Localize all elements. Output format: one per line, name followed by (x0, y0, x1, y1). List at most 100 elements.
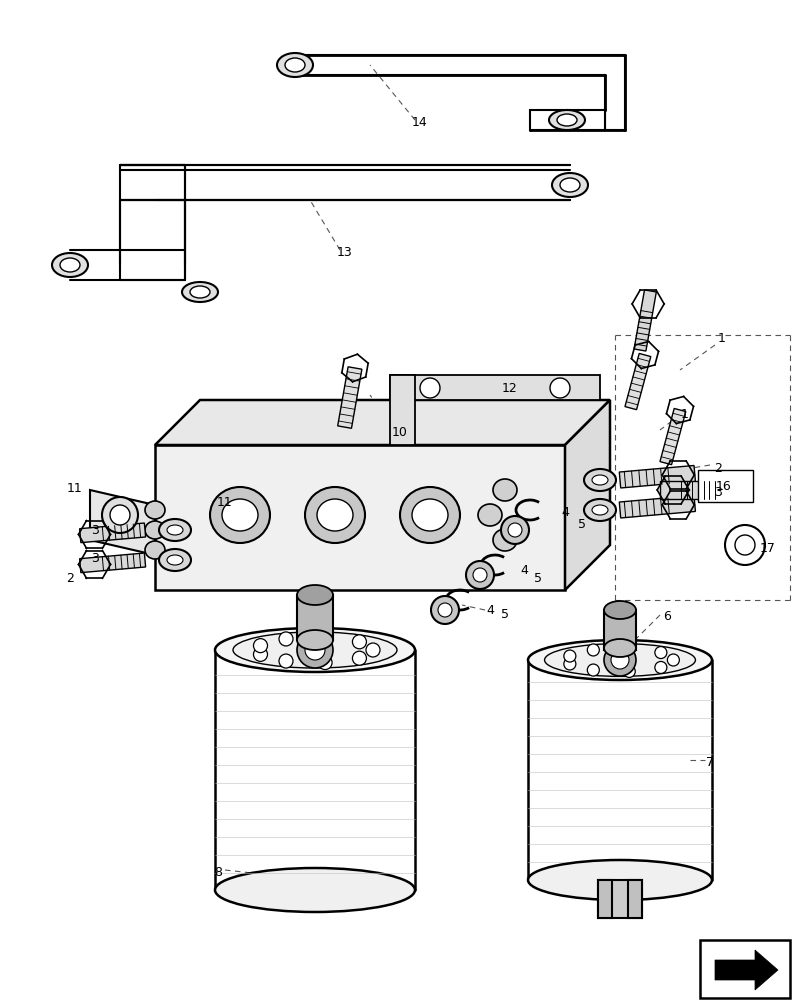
Text: 16: 16 (716, 480, 732, 492)
Ellipse shape (604, 639, 636, 657)
Ellipse shape (297, 630, 333, 650)
Circle shape (611, 651, 629, 669)
Ellipse shape (167, 525, 183, 535)
Circle shape (587, 644, 600, 656)
Text: 11: 11 (217, 495, 233, 508)
Text: 1: 1 (681, 408, 689, 422)
Polygon shape (390, 375, 415, 445)
Ellipse shape (528, 860, 712, 900)
Circle shape (318, 630, 332, 644)
Text: 12: 12 (502, 381, 518, 394)
Text: 9: 9 (320, 626, 328, 640)
Ellipse shape (560, 178, 580, 192)
Polygon shape (619, 495, 696, 518)
Circle shape (352, 651, 367, 665)
Polygon shape (565, 400, 610, 590)
Text: 3: 3 (714, 486, 722, 498)
Polygon shape (80, 553, 145, 573)
Circle shape (420, 378, 440, 398)
Text: 2: 2 (714, 462, 722, 475)
Ellipse shape (285, 58, 305, 72)
Ellipse shape (190, 286, 210, 298)
Ellipse shape (215, 868, 415, 912)
Ellipse shape (210, 487, 270, 543)
Circle shape (623, 665, 635, 677)
Bar (598, 880, 642, 918)
Polygon shape (660, 481, 720, 499)
Circle shape (279, 654, 293, 668)
Circle shape (466, 561, 494, 589)
Ellipse shape (584, 499, 616, 521)
Polygon shape (628, 880, 642, 918)
Polygon shape (295, 55, 625, 130)
Ellipse shape (528, 640, 712, 680)
Circle shape (305, 640, 325, 660)
Polygon shape (530, 110, 605, 130)
Polygon shape (634, 290, 656, 351)
Text: 6: 6 (663, 610, 671, 624)
Circle shape (352, 635, 367, 649)
Circle shape (667, 654, 680, 666)
Text: 5: 5 (534, 572, 542, 584)
Circle shape (501, 516, 529, 544)
Circle shape (279, 632, 293, 646)
Text: 10: 10 (392, 426, 408, 438)
Circle shape (550, 378, 570, 398)
Text: 4: 4 (561, 506, 569, 518)
Ellipse shape (400, 487, 460, 543)
Polygon shape (120, 165, 570, 200)
Circle shape (654, 647, 667, 659)
Circle shape (587, 664, 600, 676)
Ellipse shape (215, 628, 415, 672)
Polygon shape (155, 445, 565, 590)
Circle shape (102, 497, 138, 533)
Circle shape (366, 643, 380, 657)
Circle shape (564, 658, 576, 670)
Ellipse shape (549, 110, 585, 130)
Text: 4: 4 (486, 603, 494, 616)
Ellipse shape (145, 501, 165, 519)
Ellipse shape (167, 555, 183, 565)
Ellipse shape (592, 475, 608, 485)
Ellipse shape (305, 487, 365, 543)
Ellipse shape (592, 505, 608, 515)
Ellipse shape (317, 499, 353, 531)
Ellipse shape (277, 53, 313, 77)
Ellipse shape (222, 499, 258, 531)
Polygon shape (625, 353, 650, 410)
Circle shape (604, 644, 636, 676)
Circle shape (431, 596, 459, 624)
Text: 5: 5 (578, 518, 586, 532)
Circle shape (254, 639, 267, 653)
Text: 11: 11 (67, 482, 83, 494)
Text: 17: 17 (760, 542, 776, 554)
Ellipse shape (60, 258, 80, 272)
Circle shape (110, 505, 130, 525)
Polygon shape (715, 950, 778, 990)
Circle shape (318, 656, 332, 670)
Circle shape (564, 650, 576, 662)
Text: 4: 4 (520, 564, 528, 576)
Circle shape (297, 632, 333, 668)
Bar (698, 470, 753, 502)
Ellipse shape (159, 519, 191, 541)
Circle shape (725, 525, 765, 565)
Circle shape (254, 647, 267, 661)
Ellipse shape (233, 632, 397, 668)
Polygon shape (90, 490, 155, 555)
Ellipse shape (145, 521, 165, 539)
Polygon shape (120, 165, 185, 280)
Circle shape (438, 603, 452, 617)
Circle shape (623, 643, 635, 655)
Text: 5: 5 (501, 608, 509, 621)
Bar (700, 940, 790, 998)
Text: 8: 8 (214, 865, 222, 879)
Circle shape (654, 661, 667, 673)
Text: 1: 1 (718, 332, 726, 344)
Bar (297, 595, 333, 640)
Circle shape (508, 523, 522, 537)
Ellipse shape (493, 479, 517, 501)
Circle shape (735, 535, 755, 555)
Polygon shape (80, 523, 145, 543)
Ellipse shape (182, 282, 218, 302)
